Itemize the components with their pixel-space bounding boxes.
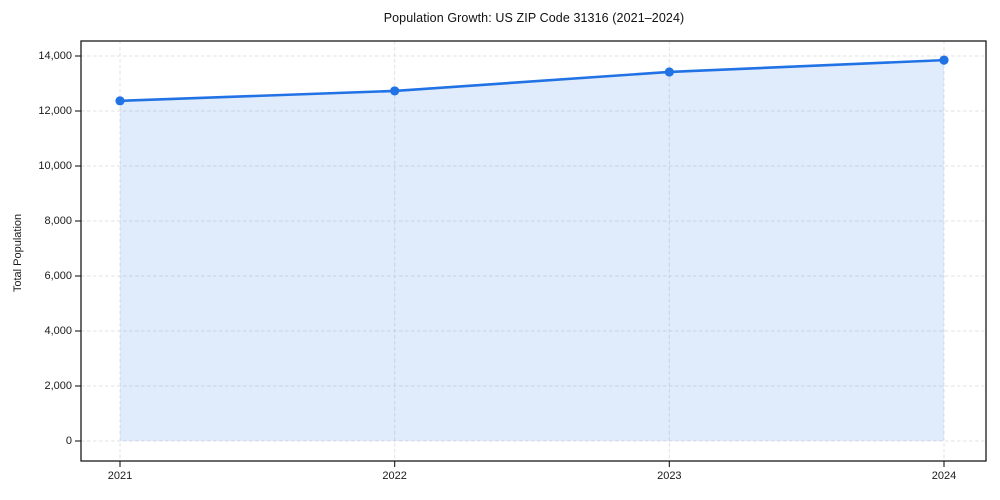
y-tick-label: 2,000 [44,380,72,392]
axes-spines [80,40,987,462]
data-point-marker [390,86,400,96]
y-tick-label: 14,000 [38,50,72,62]
y-tick-label: 0 [65,435,72,447]
y-tick-label: 4,000 [44,325,72,337]
y-tick-label: 6,000 [44,270,72,282]
data-point-marker [939,55,949,65]
data-point-marker [664,67,674,77]
x-tick-label: 2024 [931,470,957,482]
data-point-marker [115,96,125,106]
trend-line [118,58,946,103]
chart-title: Population Growth: US ZIP Code 31316 (20… [383,11,685,25]
x-tick-label: 2022 [382,470,407,482]
area-fill [120,60,944,441]
x-tick-label: 2023 [657,470,682,482]
x-tick-label: 2021 [107,470,133,482]
y-tick-label: 10,000 [38,160,72,172]
y-tick-label: 8,000 [44,215,72,227]
y-tick-label: 12,000 [38,105,72,117]
